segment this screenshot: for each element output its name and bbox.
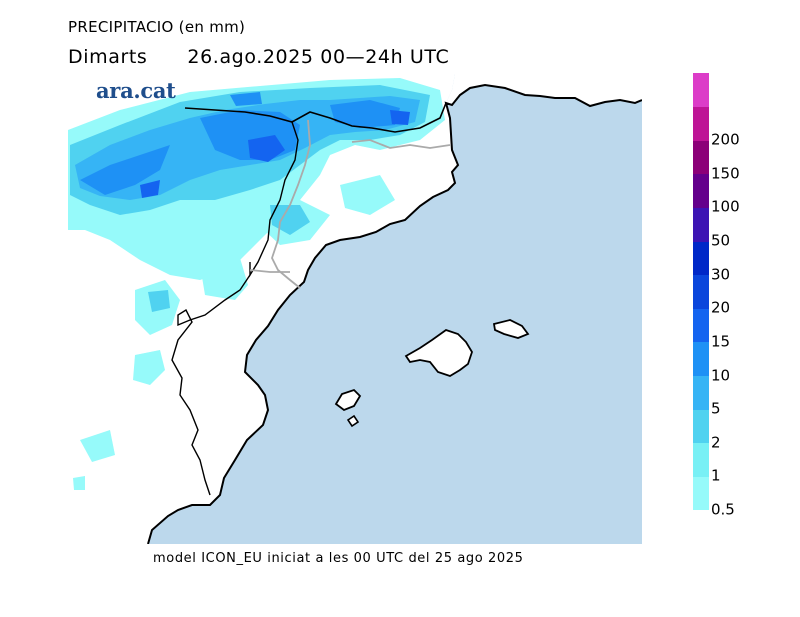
precipitation-legend (693, 73, 709, 511)
island-mallorca (404, 329, 473, 377)
legend-swatch (693, 106, 709, 141)
legend-swatch (693, 173, 709, 208)
map-subtitle: Dimarts 26.ago.2025 00—24h UTC (68, 46, 489, 68)
border-aragon-catalonia (249, 121, 299, 278)
legend-label: 15 (711, 332, 731, 351)
border-spain-france (184, 102, 447, 133)
legend-swatch (693, 476, 709, 511)
legend-label: 2 (711, 433, 721, 452)
coastline (147, 83, 642, 544)
border-provinces (249, 119, 451, 289)
legend-swatch (693, 274, 709, 309)
land-france (446, 74, 642, 106)
aracat-logo: ara.cat (96, 78, 176, 103)
map-title: PRECIPITACIO (en mm) (68, 18, 246, 36)
legend-label: 10 (711, 366, 731, 385)
legend-label: 5 (711, 399, 721, 418)
legend-label: 30 (711, 265, 731, 284)
legend-swatch (693, 241, 709, 276)
legend-swatch (693, 308, 709, 343)
island-menorca (492, 319, 530, 339)
forecast-date-range: 26.ago.2025 00—24h UTC (187, 46, 450, 68)
precip-very-heavy (140, 110, 410, 198)
island-formentera (346, 414, 360, 428)
legend-label: 100 (711, 197, 740, 216)
legend-swatch (693, 207, 709, 242)
legend-label: 150 (711, 164, 740, 183)
legend-label: 20 (711, 298, 731, 317)
legend-swatch (693, 409, 709, 444)
legend-label: 0.5 (711, 500, 735, 519)
legend-label: 50 (711, 231, 731, 250)
island-ibiza (334, 388, 362, 412)
model-info: model ICON_EU iniciat a les 00 UTC del 2… (153, 551, 524, 566)
legend-label: 200 (711, 130, 740, 149)
legend-label: 1 (711, 466, 721, 485)
forecast-day: Dimarts (68, 46, 148, 68)
legend-swatch (693, 442, 709, 477)
legend-swatch (693, 375, 709, 410)
legend-swatch (693, 140, 709, 175)
precipitation-map (68, 74, 642, 544)
legend-labels: 0.5 1 2 5 10 15 20 30 50 100 150 200 (711, 73, 791, 523)
legend-swatch (693, 73, 709, 108)
legend-swatch (693, 341, 709, 377)
border-valencia-west (171, 274, 251, 496)
